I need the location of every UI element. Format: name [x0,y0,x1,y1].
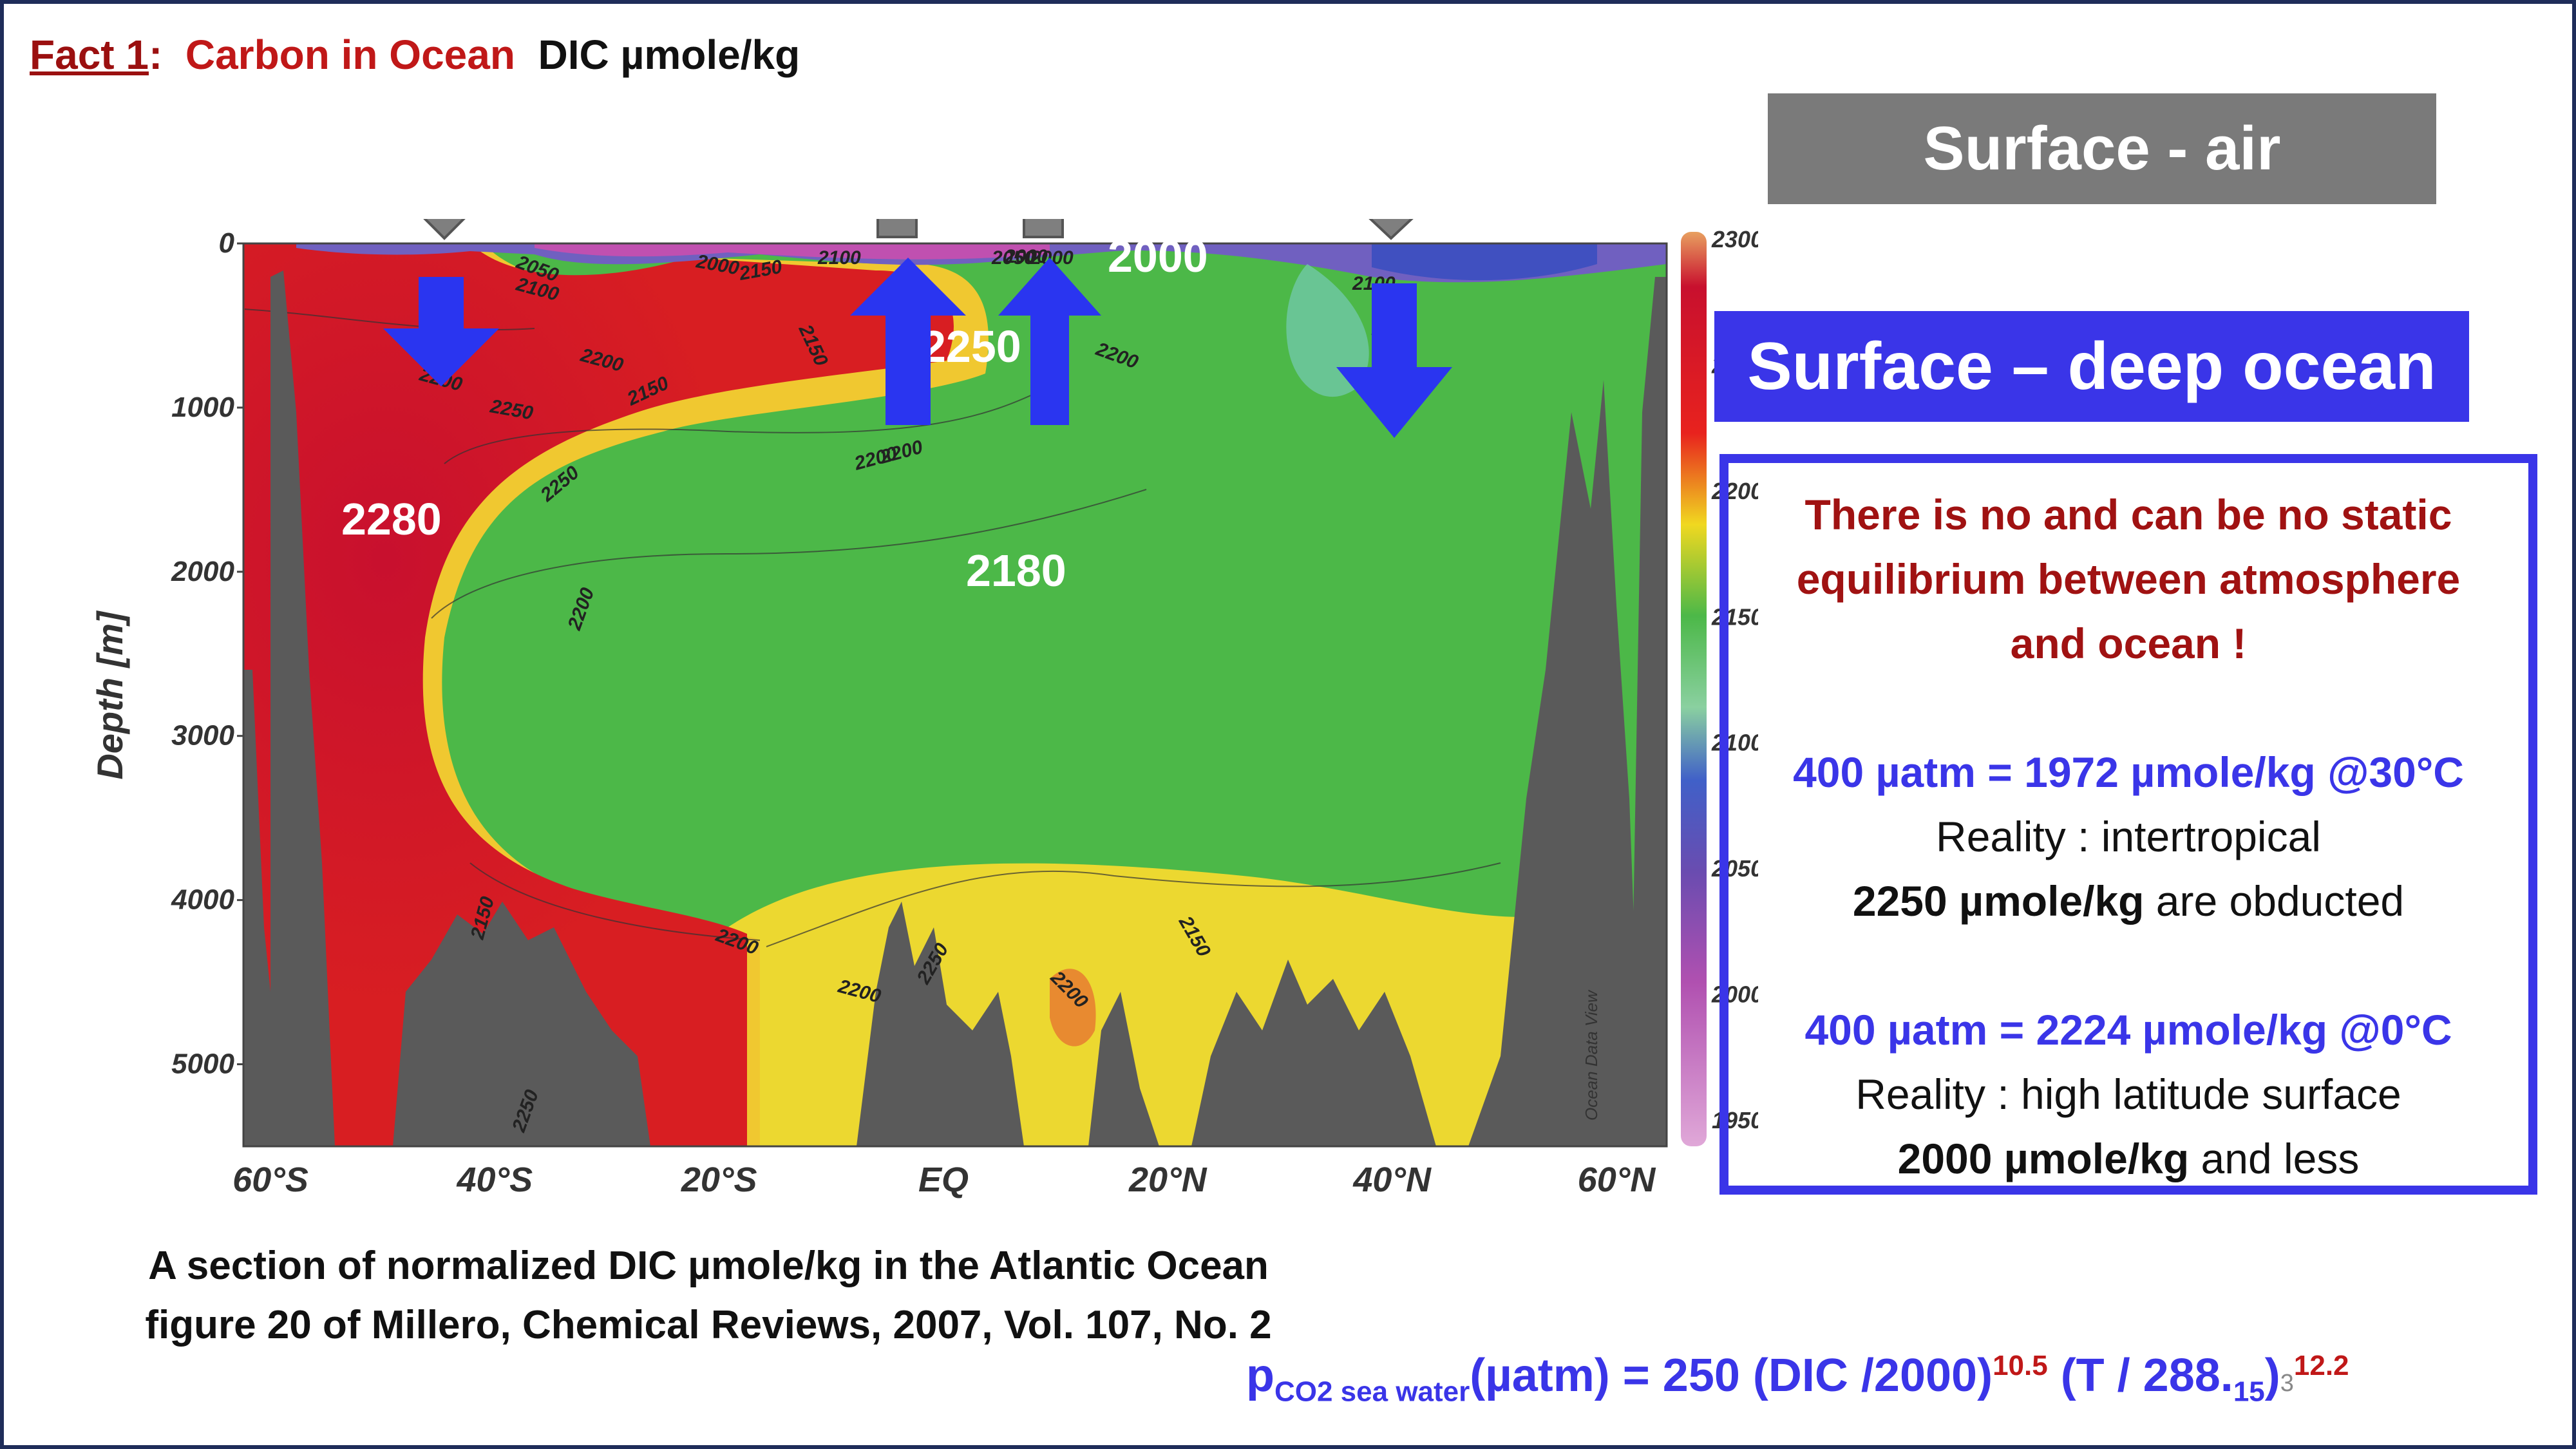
tropical-value: 2250 µmole/kg [1852,877,2145,925]
arrow-air-to-sea-40s [390,82,499,240]
polar-value: 2000 µmole/kg [1897,1135,2190,1182]
polar-less: 2000 µmole/kg and less [1728,1126,2528,1191]
polar-reality: Reality : high latitude surface [1855,1070,2401,1118]
y-tick-2000: 2000 [171,556,234,587]
x-axis-ticks: 60°S 40°S 20°S EQ 20°N 40°N 60°N [232,1160,1656,1199]
annotation-2250: 2250 [921,321,1021,372]
figure-caption: A section of normalized DIC µmole/kg in … [129,1236,1288,1355]
tropical-equation: 400 µatm = 1972 µmole/kg @30°C [1793,748,2464,796]
field-orange-patch [1050,969,1096,1046]
y-tick-1000: 1000 [171,392,234,423]
seafloor-south [243,670,290,1146]
y-axis-ticks: 0 1000 2000 3000 4000 5000 [171,227,243,1080]
x-tick-1: 40°S [456,1160,533,1199]
contour-label-7: 2000 [1004,246,1048,267]
title-fact: Fact 1 [30,32,149,78]
field-red-south [243,243,954,1146]
y-axis-label: Depth [m] [90,610,130,780]
caption-line-2: figure 20 of Millero, Chemical Reviews, … [145,1303,1272,1347]
caption-line-1: A section of normalized DIC µmole/kg in … [148,1244,1269,1288]
annotation-2280: 2280 [341,494,442,544]
seafloor-north-basin [1191,960,1436,1146]
x-tick-6: 60°N [1578,1160,1656,1199]
surface-air-box: Surface - air [1768,93,2436,204]
formula-p: p [1246,1350,1274,1401]
value-annotations: 2000 2250 2280 2180 [341,231,1208,596]
pco2-formula: pCO2 sea water(µatm) = 250 (DIC /2000)10… [1246,1349,2349,1408]
arrow-sea-to-air-15n [989,75,1098,238]
y-tick-3000: 3000 [171,720,234,752]
title-unit: DIC µmole/kg [538,32,800,78]
polar-rest: and less [2189,1135,2360,1182]
formula-sub2: 15 [2233,1376,2265,1408]
field-surface-blue [1372,243,1597,281]
y-tick-0: 0 [219,227,235,259]
tropical-reality: Reality : intertropical [1936,813,2321,860]
seafloor-seamount [1088,992,1159,1146]
surface-deep-ocean-box: Surface – deep ocean [1714,311,2469,422]
x-tick-0: 60°S [232,1160,308,1199]
colorbar [1681,232,1707,1146]
arrow-sea-to-air-eq [842,75,952,238]
dic-section-chart: 0 1000 2000 3000 4000 5000 60°S 40°S 20°S EQ 20°N… [84,75,1763,1224]
field-surface-magenta [535,243,1050,260]
polar-equation: 400 µatm = 2224 µmole/kg @0°C [1804,1006,2452,1054]
x-tick-4: 20°N [1128,1160,1208,1199]
contour-label-5: 2050 [991,247,1035,269]
seafloor-north-shelf [1629,277,1667,1146]
y-tick-4000: 4000 [171,884,234,916]
seafloor-north-ridge [1468,380,1642,1146]
title-topic: Carbon in Ocean [185,32,515,78]
slide-title: Fact 1: Carbon in Ocean DIC µmole/kg [30,31,800,79]
arrow-upwelling-15n [998,258,1101,425]
colorbar-tick-2300: 2300 [1711,226,1758,252]
equilibrium-info-box: There is no and can be no static equilib… [1719,454,2537,1195]
seafloor-ridge-south [270,270,335,1146]
odv-watermark: Ocean Data View [1582,989,1601,1121]
y-tick-5000: 5000 [171,1048,234,1080]
title-colon: : [148,32,163,78]
arrow-downwelling-40s [383,277,499,386]
section-field [243,243,1667,1146]
formula-end: ) [2264,1350,2280,1401]
slide-number: 3 [2280,1370,2294,1397]
surface-air-label: Surface - air [1923,114,2281,183]
warning-line-2: equilibrium between atmosphere [1796,555,2461,603]
annotation-2180: 2180 [966,545,1066,596]
plot-frame [242,242,1668,1148]
formula-sub: CO2 sea water [1274,1376,1470,1408]
tropical-obducted: 2250 µmole/kg are obducted [1728,869,2528,933]
x-tick-2: 20°S [681,1160,757,1199]
x-tick-3: EQ [918,1160,969,1199]
chart-svg: 0 1000 2000 3000 4000 5000 60°S 40°S 20°S EQ 20°N… [90,75,1763,1199]
warning-line-3: and ocean ! [2010,620,2247,667]
formula-main: (µatm) = 250 (DIC /2000) [1470,1350,1993,1401]
annotation-2000: 2000 [1108,231,1208,281]
formula-mid: (T / 288. [2047,1350,2233,1401]
surface-deep-label: Surface – deep ocean [1747,328,2436,404]
x-tick-5: 40°N [1352,1160,1432,1199]
seafloor-mid-atlantic [857,902,1024,1146]
arrow-upwelling-eq [850,258,966,425]
formula-exp2: 12.2 [2293,1350,2349,1381]
arrow-downwelling-45n [1336,283,1452,438]
formula-exp1: 10.5 [1993,1350,2048,1381]
seafloor-cape-basin [393,902,650,1146]
tropical-rest: are obducted [2144,877,2405,925]
warning-line-1: There is no and can be no static [1804,491,2452,538]
arrow-air-to-sea-45n [1332,76,1450,240]
field-cyan-patch [1286,264,1369,397]
contour-lines [244,308,1501,947]
contour-label-4: 2100 [817,247,861,269]
